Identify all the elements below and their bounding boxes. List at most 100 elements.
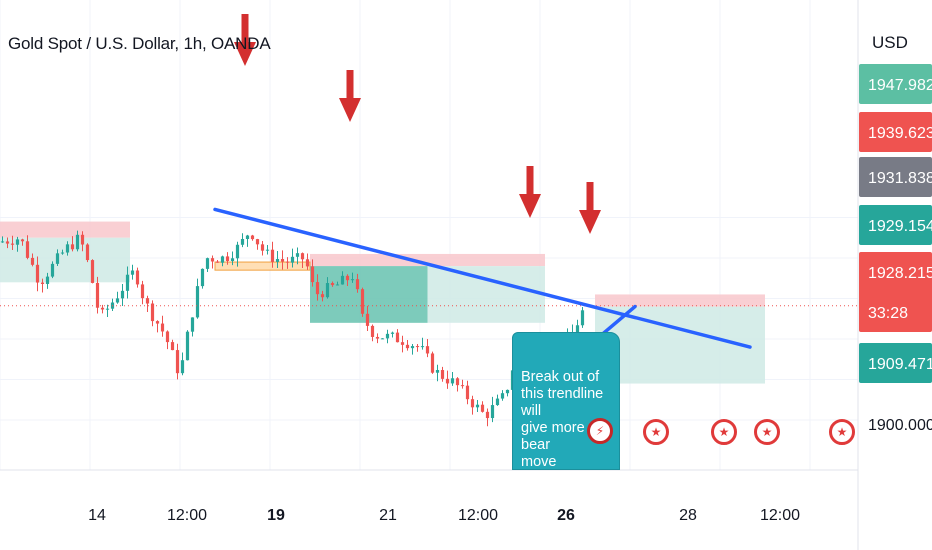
down-arrow-icon — [519, 166, 541, 218]
candle-body — [100, 307, 105, 310]
candle-body — [485, 411, 490, 419]
candle-body — [370, 325, 375, 337]
candle-body — [340, 275, 345, 285]
candle-body — [315, 282, 320, 295]
callout-text: Break out of this trendline will give mo… — [521, 369, 604, 470]
stop-zone — [310, 253, 545, 267]
price-label: 1939.623 — [868, 125, 932, 142]
candle-body — [200, 268, 205, 287]
candle-body — [60, 252, 65, 254]
candle-body — [245, 235, 250, 239]
stop-zone — [0, 221, 130, 238]
candle-body — [10, 243, 15, 245]
x-tick-label: 28 — [679, 507, 697, 524]
us-flag-icon[interactable]: ★ — [643, 419, 669, 445]
candle-body — [440, 370, 445, 379]
x-tick-label: 14 — [88, 507, 106, 524]
candle-body — [455, 378, 460, 386]
candle-body — [70, 244, 75, 250]
candle-body — [140, 284, 145, 299]
x-tick-label: 21 — [379, 507, 397, 524]
candle-body — [290, 256, 295, 263]
candle-body — [480, 404, 485, 412]
alert-icon[interactable]: ⚡ — [587, 418, 613, 444]
candle-body — [470, 399, 475, 408]
price-label: 1929.154 — [868, 218, 932, 235]
candle-body — [350, 279, 355, 281]
price-axis: USD 1947.982 1939.623 1931.838 1929.154 1928.… — [857, 0, 932, 550]
candle-body — [420, 346, 425, 348]
down-arrow-icon — [234, 14, 256, 66]
down-arrow-icon — [339, 70, 361, 122]
candle-body — [345, 275, 350, 281]
x-tick-label: 19 — [267, 507, 285, 524]
price-label-box — [859, 112, 932, 152]
x-tick-label: 12:00 — [458, 507, 498, 524]
candle-body — [185, 331, 190, 361]
x-axis: 14 12:00 19 21 12:00 26 28 12:00 — [0, 469, 858, 524]
countdown-label: 33:28 — [868, 305, 908, 322]
us-flag-icon[interactable]: ★ — [829, 419, 855, 445]
candle-body — [105, 308, 110, 310]
candle-body — [490, 405, 495, 419]
candle-body — [325, 283, 330, 298]
candle-body — [180, 360, 185, 374]
candle-body — [280, 259, 285, 262]
candle-body — [505, 389, 510, 394]
stop-zone — [595, 294, 765, 307]
candle-body — [15, 239, 20, 245]
candle-body — [390, 332, 395, 334]
candle-body — [405, 344, 410, 349]
candle-body — [240, 238, 245, 245]
currency-label: USD — [872, 33, 908, 52]
candle-body — [90, 260, 95, 283]
candle-body — [205, 258, 210, 269]
price-label-box — [859, 343, 932, 383]
target-zone — [0, 237, 130, 283]
candle-body — [230, 258, 235, 262]
price-label: 1900.000 — [868, 417, 932, 434]
candle-body — [380, 338, 385, 340]
us-flag-icon[interactable]: ★ — [711, 419, 737, 445]
candle-body — [65, 244, 70, 253]
candle-body — [300, 253, 305, 260]
candle-body — [45, 276, 50, 284]
price-label: 1931.838 — [868, 170, 932, 187]
candle-body — [445, 378, 450, 384]
price-label-box — [859, 64, 932, 104]
candle-body — [155, 321, 160, 324]
candle-body — [275, 259, 280, 262]
candle-body — [250, 235, 255, 240]
candle-body — [170, 342, 175, 351]
candle-body — [0, 241, 5, 243]
candle-body — [430, 353, 435, 373]
candle-body — [330, 283, 335, 286]
chart-title: Gold Spot / U.S. Dollar, 1h, OANDA — [8, 34, 271, 53]
price-label-box — [859, 252, 932, 332]
candle-body — [270, 249, 275, 262]
candle-body — [25, 241, 30, 258]
candle-body — [360, 289, 365, 314]
candle-body — [165, 331, 170, 343]
candle-body — [95, 282, 100, 308]
price-label: 1947.982 — [868, 77, 932, 94]
target-zone-filled — [310, 266, 428, 323]
candle-body — [75, 234, 80, 250]
candle-body — [400, 342, 405, 345]
trendline — [213, 207, 752, 349]
candle-body — [385, 333, 390, 339]
candle-body — [580, 310, 585, 326]
candle-body — [255, 239, 260, 245]
x-tick-label: 26 — [557, 507, 575, 524]
us-flag-icon[interactable]: ★ — [754, 419, 780, 445]
callout-note[interactable]: Break out of this trendline will give mo… — [512, 332, 620, 470]
candle-body — [465, 385, 470, 400]
x-tick-label: 12:00 — [167, 507, 207, 524]
candle-body — [495, 398, 500, 406]
candle-body — [40, 282, 45, 284]
candle-body — [150, 303, 155, 322]
candle-body — [425, 346, 430, 354]
candle-body — [450, 378, 455, 384]
